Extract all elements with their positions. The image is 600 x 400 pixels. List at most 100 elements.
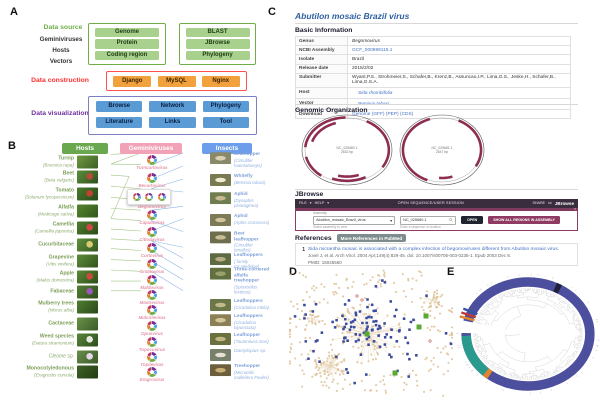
genome-ring-icon [132, 193, 141, 201]
jbrowse-logo: JBrowse [554, 200, 574, 206]
host-common-name: Cucurbitaceae [38, 241, 74, 248]
genome-a-label: NC_025680.1 2632 bp [336, 145, 358, 154]
insect-row: Aphid (Aphis craccivora) [210, 214, 270, 226]
host-row: Mulberry trees (Morus alba) [4, 300, 98, 314]
host-common-name: Tomato [55, 187, 74, 194]
close-icon[interactable]: × [574, 206, 576, 211]
insect-row: Leafhopper (Tautoneura mori) [210, 333, 270, 345]
virus-name: Grablovirus [139, 268, 165, 274]
host-common-name: Cactaceae [48, 320, 74, 327]
table-row: NCBI Assembly GCF_000899115.1 [296, 46, 570, 56]
table-row-value[interactable]: Sida rhombifolia [358, 91, 393, 97]
table-row-label: NCBI Assembly [296, 46, 348, 55]
host-row: Alfalfa (Medicago sativa) [4, 204, 98, 218]
table-row-value[interactable]: Genome (GFF) (PEP) (CDS) [352, 111, 414, 117]
data-visualization-label: Data visualization [31, 110, 89, 117]
host-latin-name: (Solanum lycopersicum) [24, 194, 74, 200]
insect-common-name: Aphid [234, 192, 248, 198]
virus-name: Turncurtovirus [136, 164, 168, 170]
source-pill-0: Genome [95, 27, 159, 38]
host-latin-name: (Beta vulgaris) [44, 177, 74, 183]
host-photo [77, 333, 98, 347]
insect-photo [210, 214, 231, 226]
host-name: Mulberry trees (Morus alba) [4, 300, 74, 313]
host-name: Turnip (Brassica rapa) [4, 155, 74, 168]
genome-b-label: NC_025681.1 2647 bp [431, 145, 453, 154]
references-heading: References [295, 234, 332, 242]
insect-common-name: Leafhopper [234, 152, 261, 158]
insect-row: Leafhopper (Circulifer haematoceps) [210, 152, 270, 168]
show-all-regions-button[interactable]: SHOW ALL REGIONS IN ASSEMBLY [488, 216, 560, 224]
virus-name: Curtovirus [140, 252, 164, 258]
locus-hint: Enter a sequence or location [400, 225, 441, 230]
host-row: Cleome sp. [4, 350, 98, 364]
panel-c-label: C [268, 6, 276, 18]
host-row: Cactaceae [4, 317, 98, 331]
insect-latin-name: (Cicadulina mbila) [234, 304, 270, 310]
circular-phylogenetic-tree [455, 273, 600, 395]
insect-latin-name: (Tautoneura mori) [234, 338, 269, 344]
genome-ring-icon [147, 305, 157, 315]
reference-title-link[interactable]: Sida micrantha mosaic is associated with… [308, 246, 560, 252]
host-latin-name: (Brassica rapa) [42, 162, 74, 168]
tool-pill-0: BLAST [185, 27, 250, 38]
host-common-name: Grapevine [48, 254, 74, 261]
more-references-button[interactable]: More References in PubMed [336, 234, 407, 242]
insect-photo [210, 174, 231, 186]
chevron-down-icon: ▾ [390, 218, 393, 223]
host-row: Beet (Beta vulgaris) [4, 170, 98, 184]
host-name: Camellia (Camellia japonica) [4, 221, 74, 234]
reference-item: 1 Sida micrantha mosaic is associated wi… [295, 243, 578, 266]
caret-down-icon: ▾ [309, 201, 312, 206]
host-common-name: Beet [62, 170, 74, 177]
genome-ring-icon [157, 193, 166, 201]
host-name: Fabaceae [4, 288, 74, 295]
virus-name: Begomovirus [137, 204, 167, 209]
table-row-value[interactable]: GCF_000899115.1 [352, 47, 393, 53]
visualization-pill-1: Network [149, 101, 196, 112]
assembly-select[interactable]: Abutilon_mosaic_Brazil_virus ▾ [313, 215, 396, 225]
insect-common-name: Whitefly [234, 174, 253, 179]
insect-latin-name: (Bemisia tabaci) [234, 179, 266, 185]
insect-latin-name: ( family Cicadellidae) [234, 258, 260, 269]
open-button[interactable]: OPEN [461, 216, 484, 224]
host-row: Weed species (Datura stramonium) [4, 333, 98, 347]
insect-common-name: Beet leafhopper [234, 231, 259, 242]
data-source-label: Data source [43, 24, 83, 31]
host-common-name: Fabaceae [50, 288, 74, 295]
host-latin-name: (Vitis vinifera) [46, 261, 74, 267]
table-row: Submitter Wyant,P.S., Strohmeier,S., Scha… [296, 73, 570, 88]
panel-b-label: B [8, 140, 16, 152]
virus-host-network-plot [289, 269, 453, 397]
source-pill-2: Coding region [95, 50, 159, 61]
genome-ring-icon [147, 275, 157, 285]
basic-information-table: Genus Begomovirus NCBI Assembly GCF_0008991… [295, 36, 571, 120]
reference-pmid: PMID: 15045560 [308, 259, 342, 265]
insect-photo [210, 364, 231, 377]
panel-a-label: A [10, 6, 18, 18]
genome-ring-icon [147, 321, 157, 331]
insect-photo [210, 253, 231, 266]
host-latin-name: (Morus alba) [48, 307, 74, 313]
locus-input[interactable]: NC_025680.1 [400, 215, 457, 225]
visualization-pill-0: Browse [96, 101, 143, 112]
insect-common-name: Leafhoppers [234, 253, 263, 259]
table-row-label: Genus [296, 37, 348, 46]
file-menu[interactable]: FILE [299, 201, 307, 206]
share-button[interactable]: SHARE [532, 201, 546, 206]
host-photo [77, 285, 98, 299]
insect-photo [210, 231, 231, 244]
virus-name: Mastrevirus [139, 299, 165, 305]
insect-photo [210, 152, 231, 165]
host-virus-insect-links [110, 152, 184, 292]
host-row: Fabaceae [4, 285, 98, 299]
host-latin-name: (Camellia japonica) [34, 228, 74, 234]
table-row-value: Wyant,P.S., Strohmeier,S., Schafer,B., K… [352, 75, 556, 86]
host-row: Cucurbitaceae [4, 238, 98, 252]
virus-name: Citlodavirus [139, 236, 165, 242]
host-row: Monocotyledonous (Eragrostis curvula) [4, 365, 98, 379]
jbrowse-heading: JBrowse [295, 191, 324, 198]
help-menu[interactable]: HELP [314, 201, 325, 206]
host-photo [77, 204, 98, 218]
panel-e-label: E [447, 266, 455, 278]
